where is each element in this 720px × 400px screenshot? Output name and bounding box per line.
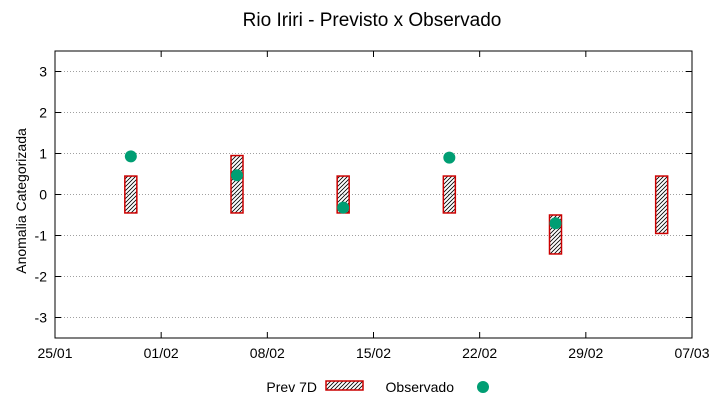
observado-point	[231, 169, 243, 182]
x-tick-label: 01/02	[144, 345, 179, 361]
y-axis-label: Anomalia Categorizada	[13, 128, 29, 274]
observado-point	[443, 151, 456, 164]
legend-label-observado: Observado	[386, 379, 455, 395]
x-tick-label: 08/02	[250, 345, 285, 361]
observado-point	[549, 217, 562, 230]
x-tick-label: 25/01	[37, 345, 72, 361]
grid-layer	[55, 71, 692, 318]
prev-7d-box	[230, 154, 244, 214]
legend-label-prev-7d: Prev 7D	[266, 379, 317, 395]
y-tick-label: -3	[35, 310, 48, 326]
y-tick-label: 1	[39, 146, 47, 162]
y-tick-label: -2	[35, 269, 48, 285]
x-tick-label: 15/02	[356, 345, 391, 361]
x-tick-label: 22/02	[462, 345, 497, 361]
legend: Prev 7D Observado	[266, 379, 489, 395]
x-tick-label: 29/02	[568, 345, 603, 361]
observado-point	[124, 150, 137, 163]
y-tick-label: 3	[39, 64, 47, 80]
chart-title: Rio Iriri - Previsto x Observado	[243, 10, 502, 31]
ticks-layer: -3 -2 -1 0 1 2 3 25/01 01/02 08/02 15/02 22/02 29/02…	[35, 51, 710, 361]
legend-swatch-observado	[477, 381, 489, 393]
y-tick-label: 0	[39, 187, 47, 203]
x-tick-label: 07/03	[674, 345, 709, 361]
y-tick-label: 2	[39, 105, 47, 121]
observado-point	[337, 201, 350, 214]
prev-7d-box	[124, 175, 138, 214]
y-tick-label: -1	[35, 228, 48, 244]
prev-7d-box	[654, 175, 669, 235]
marks-layer	[124, 150, 669, 255]
prev-7d-box	[442, 175, 457, 214]
legend-swatch-prev-7d	[325, 380, 364, 391]
